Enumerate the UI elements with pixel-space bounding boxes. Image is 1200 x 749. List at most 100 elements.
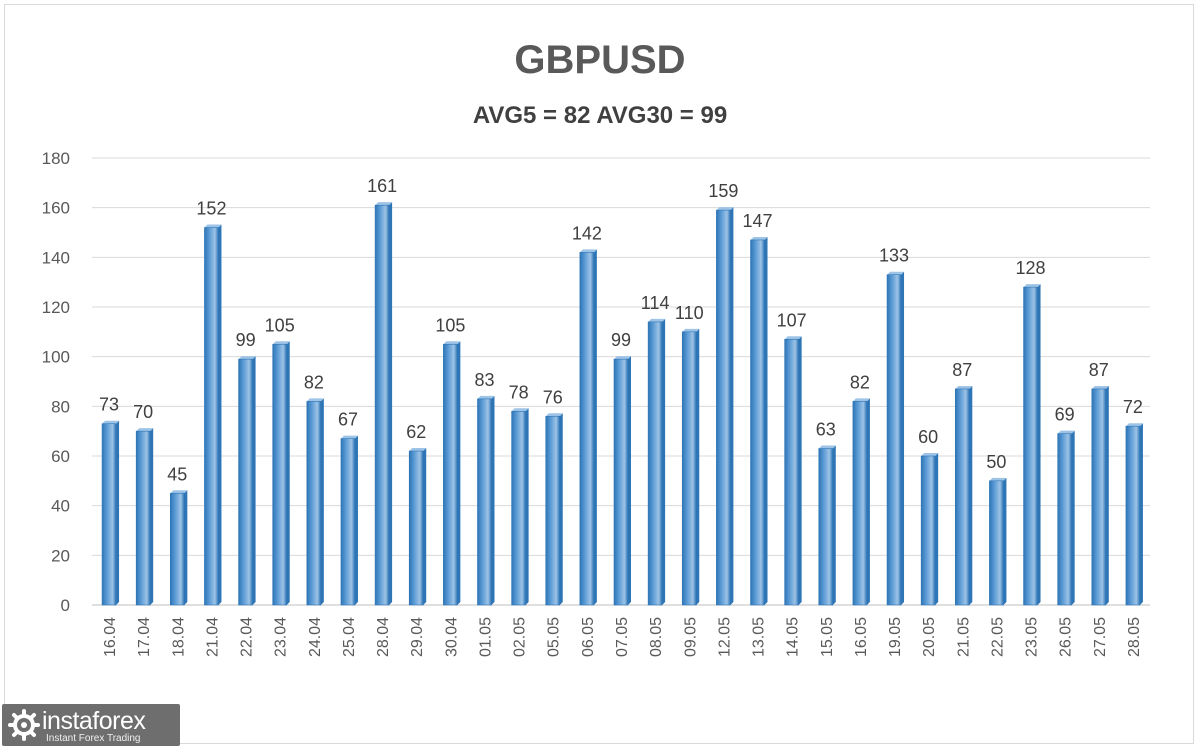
bar-top bbox=[955, 385, 973, 389]
bar bbox=[477, 398, 492, 606]
x-tick-label: 21.04 bbox=[204, 617, 221, 657]
bar-top bbox=[1023, 284, 1041, 288]
data-label: 45 bbox=[167, 464, 187, 484]
x-tick-label: 13.05 bbox=[751, 617, 768, 657]
bar-top bbox=[477, 395, 495, 399]
data-label: 133 bbox=[879, 246, 909, 266]
data-label: 82 bbox=[304, 372, 324, 392]
bar-side bbox=[457, 341, 461, 605]
data-label: 62 bbox=[406, 422, 426, 442]
bar-top bbox=[784, 336, 802, 340]
bar-top bbox=[852, 398, 870, 402]
bar bbox=[681, 331, 697, 606]
x-tick-label: 23.05 bbox=[1024, 617, 1041, 657]
bar bbox=[135, 430, 151, 606]
bar-top bbox=[1091, 385, 1109, 389]
bar-side bbox=[662, 318, 666, 605]
y-tick-label: 120 bbox=[42, 298, 70, 317]
logo-tagline: Instant Forex Trading bbox=[46, 733, 141, 744]
y-tick-label: 20 bbox=[51, 546, 70, 565]
data-label: 60 bbox=[918, 427, 938, 447]
y-tick-label: 140 bbox=[42, 248, 70, 267]
bar bbox=[613, 358, 629, 606]
x-tick-label: 14.05 bbox=[785, 617, 802, 657]
data-label: 82 bbox=[850, 372, 870, 392]
data-label: 128 bbox=[1016, 258, 1046, 278]
bar-side bbox=[764, 236, 768, 605]
chart-title: GBPUSD bbox=[514, 38, 686, 82]
x-tick-label: 20.05 bbox=[921, 617, 938, 657]
data-label: 142 bbox=[572, 223, 602, 243]
bar-top bbox=[340, 435, 358, 439]
data-label: 72 bbox=[1123, 397, 1143, 417]
data-label: 87 bbox=[1089, 360, 1109, 380]
data-label: 69 bbox=[1055, 405, 1075, 425]
bar bbox=[1125, 425, 1141, 606]
bar-side bbox=[218, 224, 222, 606]
bar-side bbox=[866, 398, 870, 605]
gear-icon bbox=[8, 709, 40, 741]
bar-side bbox=[286, 341, 290, 605]
bar bbox=[170, 492, 185, 606]
bar-top bbox=[204, 224, 222, 228]
y-tick-label: 60 bbox=[51, 447, 70, 466]
x-tick-label: 19.05 bbox=[887, 617, 904, 657]
bar bbox=[954, 388, 970, 606]
x-tick-label: 28.05 bbox=[1126, 617, 1143, 657]
bar-top bbox=[1125, 423, 1143, 427]
data-label: 114 bbox=[641, 293, 670, 313]
bar-side bbox=[1139, 423, 1143, 605]
data-label: 99 bbox=[611, 330, 631, 350]
bar-top bbox=[443, 341, 461, 345]
x-tick-label: 05.05 bbox=[546, 617, 563, 657]
x-tick-label: 25.04 bbox=[341, 617, 358, 657]
bar-side bbox=[593, 249, 597, 605]
bar-side bbox=[1037, 284, 1041, 605]
data-label: 159 bbox=[708, 181, 738, 201]
bar-top bbox=[102, 420, 120, 424]
x-tick-label: 08.05 bbox=[648, 617, 665, 657]
data-label: 73 bbox=[99, 395, 119, 415]
data-label: 78 bbox=[509, 382, 529, 402]
bar-top bbox=[306, 398, 324, 402]
bar-side bbox=[559, 413, 563, 605]
data-label: 50 bbox=[986, 452, 1006, 472]
y-tick-label: 0 bbox=[61, 596, 70, 615]
logo-brand-name: instaforex bbox=[42, 707, 146, 735]
data-label: 76 bbox=[543, 387, 563, 407]
bar-top bbox=[579, 249, 597, 253]
bar-top bbox=[545, 413, 563, 417]
bar bbox=[340, 438, 356, 606]
bar bbox=[272, 343, 288, 606]
x-tick-label: 23.04 bbox=[273, 617, 290, 657]
x-tick-label: 22.04 bbox=[239, 617, 256, 657]
x-tick-label: 26.05 bbox=[1058, 617, 1075, 657]
bar bbox=[1057, 433, 1072, 606]
x-tick-label: 02.05 bbox=[512, 617, 529, 657]
bar-side bbox=[1071, 430, 1075, 605]
bar-top bbox=[716, 207, 734, 211]
x-tick-label: 27.05 bbox=[1092, 617, 1109, 657]
bar-side bbox=[628, 356, 631, 605]
bar bbox=[1091, 388, 1107, 606]
data-label: 83 bbox=[474, 370, 494, 390]
bar-top bbox=[648, 318, 666, 322]
bar bbox=[750, 239, 765, 606]
data-label: 70 bbox=[133, 402, 153, 422]
bar bbox=[579, 252, 595, 606]
chart-frame bbox=[4, 4, 1194, 744]
instaforex-logo[interactable]: instaforex Instant Forex Trading bbox=[2, 704, 180, 746]
data-label: 105 bbox=[265, 315, 295, 335]
data-label: 161 bbox=[367, 176, 397, 196]
y-tick-label: 160 bbox=[42, 199, 70, 218]
bar bbox=[1023, 286, 1038, 606]
bar-side bbox=[696, 328, 700, 605]
y-tick-label: 180 bbox=[42, 149, 70, 168]
bar-top bbox=[989, 477, 1007, 481]
bar bbox=[238, 358, 253, 606]
x-tick-label: 24.04 bbox=[307, 617, 324, 657]
bar bbox=[204, 227, 219, 606]
bar bbox=[408, 450, 424, 606]
data-label: 87 bbox=[952, 360, 972, 380]
